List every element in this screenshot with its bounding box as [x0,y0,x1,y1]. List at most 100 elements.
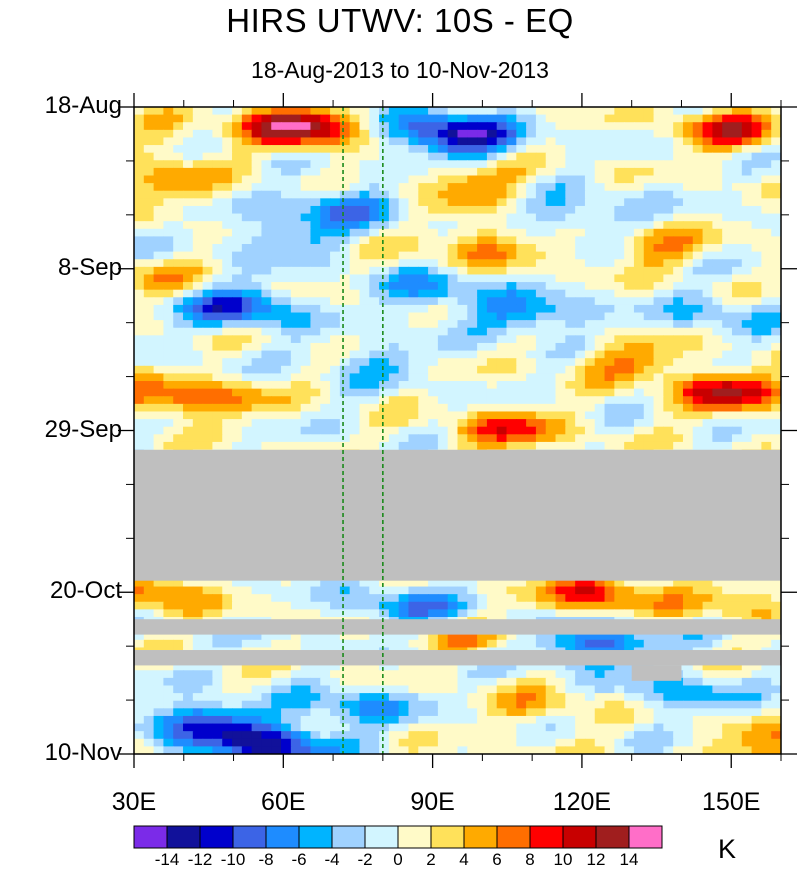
field-cell [359,289,370,298]
field-cell [290,342,302,352]
field-cell [575,411,586,420]
field-cell [496,320,508,329]
field-cell [163,578,174,588]
field-cell [330,236,341,245]
field-cell [437,160,449,169]
field-cell [359,259,370,268]
field-cell [339,320,351,329]
field-cell [477,441,488,451]
field-cell [594,639,606,649]
field-cell [153,381,165,390]
field-cell [428,373,439,382]
field-cell [428,419,439,428]
field-cell [584,320,596,329]
field-cell [624,411,635,420]
field-cell [702,190,713,199]
field-cell [771,601,781,610]
field-cell [251,388,263,397]
field-cell [143,274,155,283]
field-cell [339,297,351,306]
field-cell [575,198,586,207]
field-cell [614,426,625,435]
field-cell [447,426,459,435]
field-cell [653,129,664,139]
field-cell [408,381,419,390]
field-cell [290,266,302,276]
field-cell [408,190,419,199]
field-cell [173,145,184,154]
field-cell [545,160,557,169]
field-cell [761,670,772,679]
field-cell [486,396,498,405]
field-cell [183,114,194,123]
field-cell [398,434,410,443]
field-cell [663,365,674,375]
field-cell [702,167,713,177]
field-cell [555,183,566,192]
field-cell [261,145,272,154]
field-cell [653,403,664,413]
field-cell [702,205,713,215]
field-cell [624,350,635,359]
field-cell [143,259,155,268]
field-cell [437,403,449,413]
field-cell [369,396,380,405]
field-cell [339,190,351,199]
field-cell [310,586,321,595]
field-cell [192,426,204,435]
field-cell [457,244,468,253]
field-cell [457,578,468,588]
field-cell [212,358,223,367]
field-cell [418,183,429,192]
field-cell [173,609,184,618]
field-cell [271,244,282,253]
field-cell [751,388,762,397]
field-cell [516,259,527,268]
field-cell [418,107,429,116]
field-cell [232,167,243,177]
field-cell [408,335,419,344]
field-cell [437,129,449,139]
field-cell [330,677,341,687]
field-cell [398,639,410,649]
field-cell [330,122,341,131]
field-cell [388,662,400,671]
field-cell [633,320,645,329]
field-cell [673,228,684,237]
field-cell [526,365,537,375]
field-cell [643,167,655,177]
field-cell [369,152,380,161]
field-cell [604,358,615,367]
field-cell [388,434,400,443]
field-cell [349,160,361,169]
field-cell [388,396,400,405]
field-cell [751,251,762,260]
field-cell [388,236,400,245]
field-cell [526,274,537,283]
field-cell [271,594,282,603]
field-cell [330,167,341,177]
field-cell [212,137,223,146]
field-cell [330,403,341,413]
field-cell [712,236,723,245]
field-cell [428,304,439,314]
field-cell [300,205,312,215]
field-cell [771,350,781,359]
field-cell [408,175,419,184]
field-cell [398,403,410,413]
field-cell [281,578,292,588]
field-cell [143,342,155,352]
field-cell [359,396,370,405]
field-cell [359,282,370,291]
field-cell [673,381,684,390]
field-cell [320,183,331,192]
field-cell [741,373,753,382]
field-cell [751,419,762,428]
field-cell [359,358,370,367]
field-cell [388,122,400,131]
field-cell [751,129,762,139]
field-cell [535,403,547,413]
field-cell [712,266,723,276]
field-cell [624,434,635,443]
field-cell [467,251,478,260]
